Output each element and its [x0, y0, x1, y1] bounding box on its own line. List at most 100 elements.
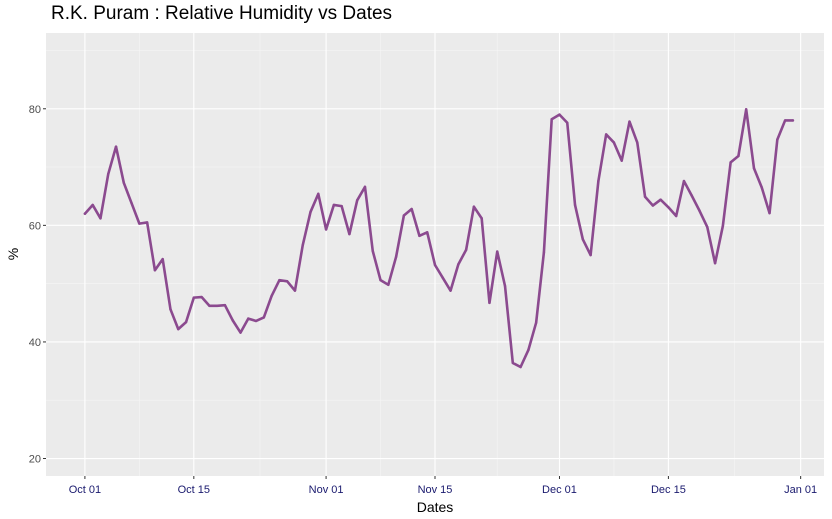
data-point: [628, 120, 631, 123]
data-point: [387, 283, 390, 287]
data-point: [449, 289, 452, 292]
data-point: [496, 250, 499, 253]
data-point: [566, 121, 569, 124]
data-point: [643, 195, 647, 198]
data-point: [706, 225, 709, 229]
data-point: [426, 231, 429, 234]
data-point: [130, 202, 133, 205]
data-point: [394, 255, 398, 259]
data-point: [99, 217, 102, 220]
data-point: [604, 133, 608, 136]
data-point: [620, 159, 623, 162]
y-tick-label: 40: [29, 337, 41, 349]
data-point: [768, 211, 771, 215]
data-point: [464, 248, 468, 252]
data-point: [161, 257, 164, 261]
data-point: [511, 361, 514, 365]
data-point: [285, 280, 289, 283]
data-point: [270, 294, 273, 298]
x-tick-label: Dec 01: [542, 484, 577, 496]
y-tick-label: 60: [29, 220, 41, 232]
data-point: [278, 278, 281, 282]
data-point: [223, 304, 227, 307]
x-tick-label: Nov 15: [418, 484, 453, 496]
data-point: [91, 203, 94, 207]
data-point: [791, 119, 795, 122]
data-point: [713, 262, 717, 265]
data-point: [254, 319, 258, 323]
data-point: [340, 204, 343, 208]
data-point: [441, 276, 444, 280]
data-point: [433, 263, 437, 267]
chart-title: R.K. Puram : Relative Humidity vs Dates: [51, 3, 393, 24]
x-axis-title: Dates: [417, 499, 454, 515]
data-point: [114, 145, 118, 148]
data-point: [581, 238, 585, 241]
data-point: [737, 154, 740, 158]
data-point: [177, 327, 180, 331]
data-point: [83, 212, 87, 215]
data-point: [745, 108, 748, 111]
data-point: [721, 224, 725, 228]
data-point: [371, 249, 374, 253]
data-point: [184, 320, 188, 324]
data-point: [107, 172, 110, 176]
data-point: [558, 113, 561, 116]
data-point: [472, 205, 476, 208]
data-point: [573, 203, 577, 207]
data-point: [356, 199, 359, 202]
data-point: [457, 263, 460, 266]
data-point: [597, 179, 600, 183]
x-axis: Oct 01 Oct 15 Nov 01 Nov 15 Dec 01 Dec 15 Jan …: [69, 476, 817, 496]
x-tick-label: Oct 15: [178, 484, 210, 496]
data-point: [169, 308, 172, 311]
data-point: [534, 321, 538, 324]
data-point: [589, 253, 592, 257]
data-point: [729, 161, 732, 164]
data-point: [674, 214, 678, 218]
data-point: [542, 250, 546, 254]
data-point: [760, 186, 763, 189]
data-point: [682, 179, 686, 183]
data-point: [379, 278, 382, 282]
data-point: [667, 206, 670, 209]
series-line: [83, 108, 795, 369]
data-point: [612, 141, 616, 144]
data-point: [138, 222, 141, 225]
data-point: [488, 301, 491, 305]
data-point: [247, 317, 250, 320]
x-tick-label: Nov 01: [309, 484, 344, 496]
y-axis: 20 40 60 80: [29, 104, 46, 466]
data-point: [752, 167, 756, 170]
data-point: [309, 210, 312, 214]
x-tick-label: Jan 01: [784, 484, 817, 496]
data-point: [348, 232, 351, 236]
data-point: [363, 185, 367, 189]
data-point: [690, 194, 693, 197]
data-point: [503, 284, 507, 288]
data-point: [122, 181, 126, 184]
data-point: [659, 198, 662, 201]
data-point: [550, 118, 553, 121]
data-point: [527, 348, 530, 352]
y-tick-label: 80: [29, 104, 41, 116]
data-point: [239, 331, 242, 334]
data-point: [200, 295, 203, 299]
data-point: [231, 319, 234, 322]
data-point: [783, 119, 787, 122]
y-axis-title: %: [5, 248, 21, 260]
y-tick-label: 20: [29, 454, 41, 466]
data-point: [402, 214, 406, 217]
data-point: [519, 365, 522, 369]
data-point: [208, 304, 211, 307]
series-layer: [83, 108, 795, 369]
data-point: [215, 304, 219, 307]
data-point: [776, 138, 779, 141]
data-point: [301, 243, 304, 247]
data-point: [293, 289, 297, 292]
data-point: [317, 192, 320, 196]
data-point: [153, 269, 157, 272]
data-point: [698, 209, 701, 212]
data-point: [332, 203, 336, 207]
